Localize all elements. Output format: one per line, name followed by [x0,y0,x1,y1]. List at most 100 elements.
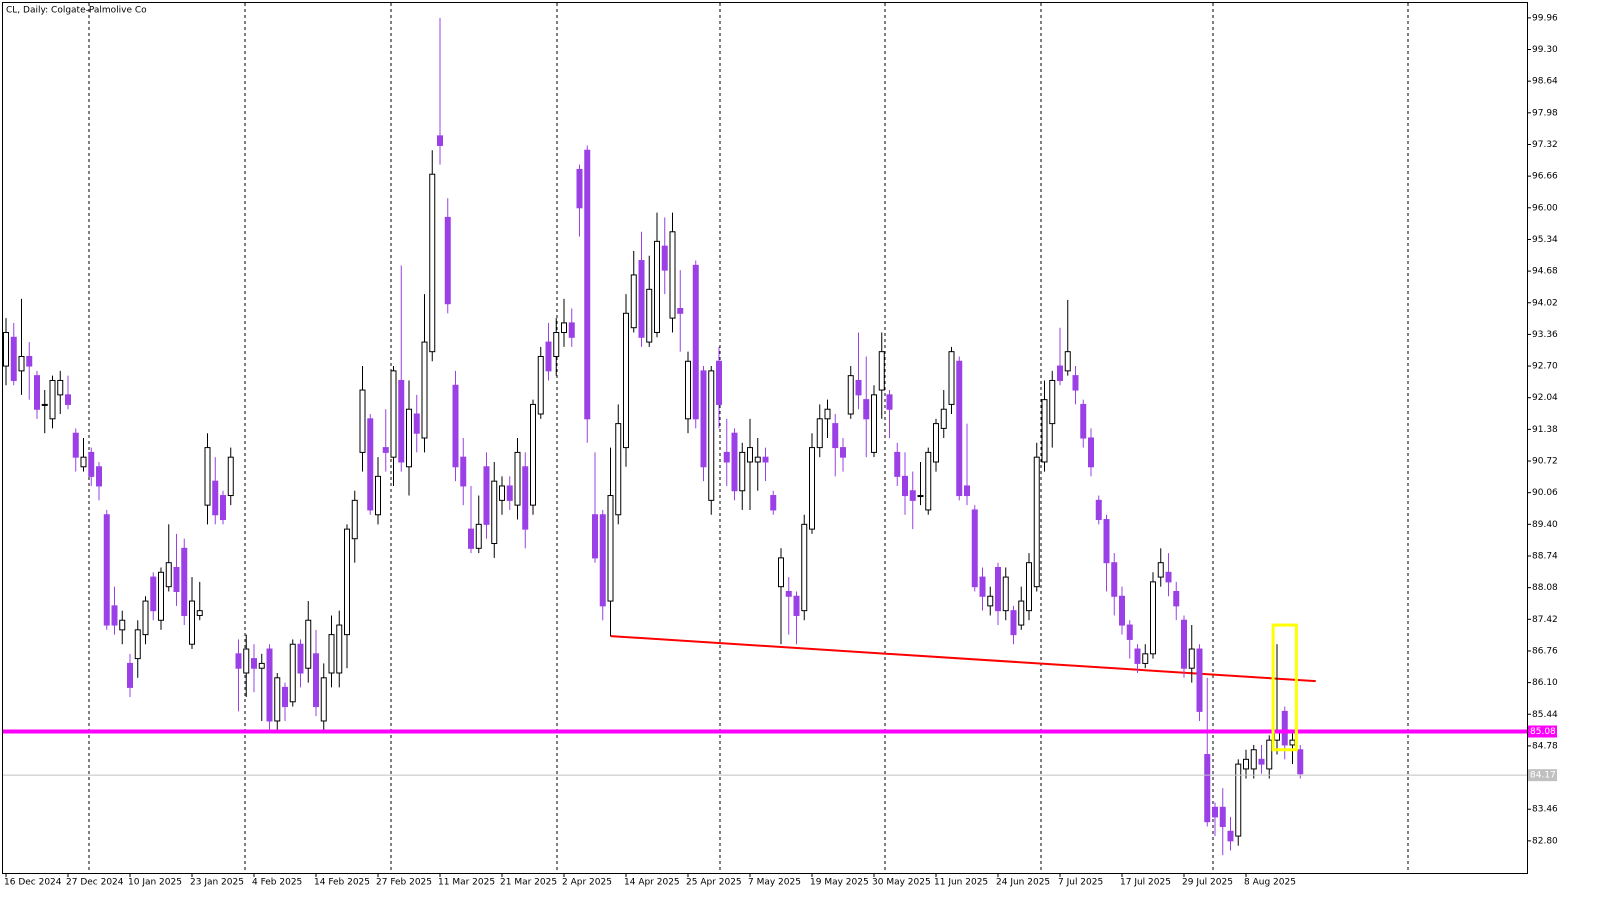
candle-body [266,648,273,722]
candle-body [475,523,482,549]
y-tick-label: 93.36 [1532,330,1558,340]
price-label-box [1528,725,1557,738]
candle-body [1002,576,1009,612]
y-tick-label: 86.10 [1532,678,1558,688]
candle-body [96,466,102,487]
candle-body [840,447,846,458]
candle-body [909,490,916,501]
highlight-box [1271,623,1298,752]
candle-body [630,274,637,329]
candle-body [638,260,645,338]
x-tick-label: 7 May 2025 [748,878,801,888]
candle-body [1173,590,1180,607]
candle-body [855,379,862,396]
candle-body [1150,581,1156,655]
x-tick-label: 25 Apr 2025 [686,878,742,888]
x-tick-label: 16 Dec 2024 [4,878,62,888]
candle-body [220,495,226,521]
candle-body [979,576,986,597]
x-tick-label: 2 Apr 2025 [562,878,612,888]
candle-body [1281,710,1288,746]
candle-body [1181,619,1187,669]
x-tick-label: 19 May 2025 [810,878,869,888]
candle-body [119,619,126,631]
x-tick-label: 14 Apr 2025 [624,878,680,888]
candle-body [1080,403,1087,439]
candle-body [1165,571,1172,583]
candle-body [1258,758,1265,765]
y-tick-label: 92.04 [1532,393,1558,403]
candle-body [1188,648,1195,669]
candle-body [382,447,389,453]
candle-body [406,408,412,468]
candle-body [995,566,1001,612]
candle-body [863,399,870,420]
candle-body [1142,653,1149,664]
candle-body [654,240,660,333]
candle-body [1204,754,1211,823]
candle-body [778,557,784,588]
candle-body [770,495,777,511]
candle-body [26,355,33,367]
candle-body [421,341,428,439]
candle-body [165,562,172,588]
candle-body [1057,365,1063,381]
candle-body [917,495,924,498]
y-tick-label: 85.44 [1532,710,1558,720]
candle-body [282,686,288,708]
y-tick-label: 99.30 [1532,45,1558,55]
candle-body [762,456,769,463]
candle-body [196,610,203,616]
candle-body [359,389,366,453]
candle-body [592,514,598,559]
candle-body [499,485,505,501]
candle-body [1157,562,1164,578]
candle-body [452,384,459,468]
candle-body [561,322,567,333]
candle-body [251,658,257,669]
candle-body [57,379,64,396]
candle-body [1088,437,1094,468]
candle-body [1289,739,1296,746]
candle-body [41,403,48,406]
candle-body [599,514,606,607]
candle-body [34,375,40,410]
y-tick-label: 91.38 [1532,425,1558,435]
y-tick-label: 99.96 [1532,13,1558,23]
price-label-box [1528,769,1557,782]
y-tick-label: 98.64 [1532,77,1558,87]
candle-body [235,653,242,669]
candle-body [739,451,746,492]
candle-body [65,394,71,405]
candle-body [692,264,699,420]
x-tick-label: 23 Jan 2025 [190,878,244,888]
candle-body [576,168,583,209]
y-tick-label: 88.08 [1532,583,1558,593]
candle-body [506,485,513,501]
candle-body [351,499,358,540]
candle-body [1111,562,1118,597]
candle-body [747,447,753,463]
candle-body [1010,610,1017,636]
x-tick-label: 24 Jun 2025 [996,878,1050,888]
candle-body [1072,375,1079,391]
candle-body [1026,562,1032,612]
candle-body [429,173,436,353]
candle-body [10,336,17,381]
candle-body [708,370,715,501]
candle-body [964,485,970,497]
candle-body [468,528,474,549]
candle-body [212,480,219,516]
candle-body [716,360,722,405]
candle-body [522,466,529,530]
y-tick-label: 97.98 [1532,108,1558,118]
candle-body [785,590,792,597]
candle-body [173,566,180,592]
candle-body [940,408,947,429]
candle-body [537,355,544,415]
y-tick-label: 83.46 [1532,805,1558,815]
candle-body [971,509,978,588]
x-tick-label: 7 Jul 2025 [1058,878,1103,888]
